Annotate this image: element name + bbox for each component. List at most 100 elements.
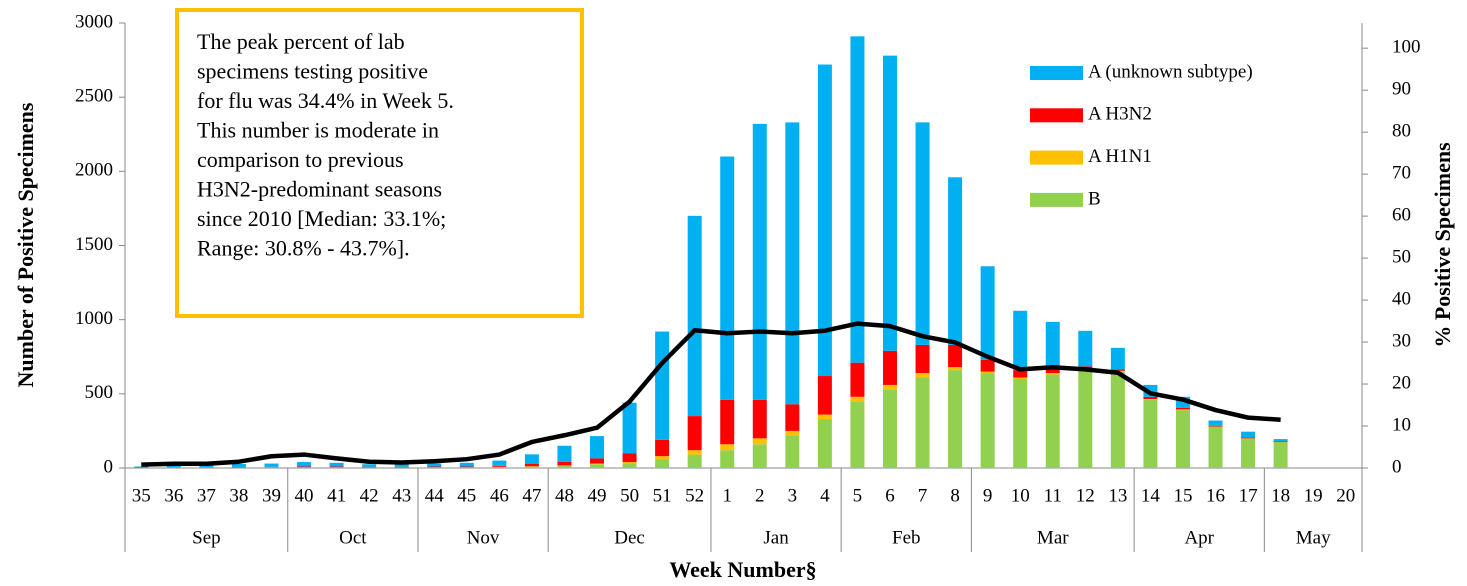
x-tick-label: 7	[918, 485, 928, 506]
y2-tick-label: 80	[1392, 121, 1411, 142]
bar-segment	[1013, 379, 1028, 468]
bar-segment	[1143, 399, 1158, 400]
bar-segment	[1045, 368, 1060, 374]
bar-segment	[850, 36, 865, 363]
x-tick-label: 9	[983, 485, 993, 506]
bar-segment	[980, 359, 995, 372]
bar-segment	[752, 438, 767, 445]
y-axis-title: Number of Positive Specimens	[13, 102, 38, 387]
x-tick-label: 5	[853, 485, 863, 506]
month-label: Nov	[467, 527, 500, 548]
bar-segment	[1241, 438, 1256, 468]
bar-segment	[1078, 370, 1093, 468]
legend-swatch	[1030, 192, 1083, 207]
month-label: Feb	[892, 527, 921, 548]
bar-segment	[1175, 396, 1190, 408]
bar-segment	[297, 466, 312, 468]
bar-segment	[557, 461, 572, 466]
bar-segment	[394, 466, 409, 468]
x-tick-label: 36	[164, 485, 183, 506]
bar-segment	[915, 373, 930, 378]
bar-segment	[980, 266, 995, 360]
bar-segment	[492, 460, 507, 466]
y2-tick-label: 90	[1392, 79, 1411, 100]
bar-segment	[1013, 377, 1028, 379]
annotation-line: This number is moderate in	[197, 118, 439, 143]
legend-label: A H1N1	[1088, 146, 1152, 167]
bar-segment	[785, 435, 800, 468]
x-tick-label: 49	[588, 485, 607, 506]
month-label: May	[1296, 527, 1331, 548]
bar-segment	[264, 467, 279, 468]
bar-segment	[231, 463, 246, 467]
legend-label: B	[1088, 188, 1101, 209]
bar-segment	[297, 462, 312, 467]
bar-segment	[882, 55, 897, 351]
bar-segment	[915, 377, 930, 468]
bar-segment	[1273, 442, 1288, 468]
bar-segment	[720, 156, 735, 400]
bar-segment	[1143, 399, 1158, 468]
y2-tick-label: 40	[1392, 288, 1411, 309]
x-tick-label: 46	[490, 485, 509, 506]
bar-segment	[752, 444, 767, 468]
x-tick-label: 4	[820, 485, 830, 506]
y2-tick-label: 100	[1392, 37, 1421, 58]
bar-segment	[264, 463, 279, 467]
bar-segment	[524, 466, 539, 468]
y-tick-label: 2000	[75, 160, 113, 181]
x-tick-label: 51	[653, 485, 672, 506]
x-tick-label: 38	[229, 485, 248, 506]
y-tick-label: 500	[85, 382, 114, 403]
bar-segment	[720, 399, 735, 445]
bar-segment	[1045, 373, 1060, 375]
bar-segment	[362, 466, 377, 468]
bar-segment	[882, 384, 897, 390]
legend-label: A (unknown subtype)	[1088, 61, 1253, 82]
bar-segment	[1175, 410, 1190, 468]
bar-segment	[655, 456, 670, 460]
x-tick-label: 3	[788, 485, 798, 506]
bar-segment	[980, 371, 995, 374]
bar-segment	[948, 367, 963, 371]
bar-segment	[1273, 439, 1288, 442]
bar-segment	[329, 467, 344, 468]
annotation-box	[175, 8, 584, 318]
bar-segment	[622, 402, 637, 454]
y-tick-label: 1500	[75, 234, 113, 255]
bar-segment	[785, 430, 800, 436]
x-tick-label: 16	[1206, 485, 1225, 506]
bar-segment	[785, 122, 800, 405]
x-tick-label: 8	[950, 485, 960, 506]
bar-segment	[427, 467, 442, 468]
month-label: Oct	[339, 527, 367, 548]
x-tick-label: 40	[295, 485, 314, 506]
x-tick-label: 12	[1076, 485, 1095, 506]
bar-segment	[1175, 407, 1190, 410]
x-tick-label: 42	[360, 485, 379, 506]
x-tick-label: 50	[620, 485, 639, 506]
y-tick-label: 2500	[75, 86, 113, 107]
bar-segment	[1208, 426, 1223, 468]
annotation-line: The peak percent of lab	[197, 29, 405, 54]
bar-segment	[655, 439, 670, 457]
bar-segment	[687, 450, 702, 455]
bar-segment	[655, 331, 670, 440]
bar-segment	[1110, 347, 1125, 370]
bar-segment	[687, 416, 702, 451]
y2-tick-label: 70	[1392, 162, 1411, 183]
bar-segment	[687, 215, 702, 417]
bar-segment	[655, 459, 670, 468]
annotation-line: comparison to previous	[197, 147, 404, 172]
bar-segment	[459, 462, 474, 467]
bar-segment	[590, 436, 605, 459]
bar-segment	[590, 458, 605, 464]
bar-segment	[752, 399, 767, 439]
bar-segment	[590, 463, 605, 465]
bar-segment	[720, 444, 735, 451]
bar-segment	[394, 467, 409, 468]
x-tick-label: 41	[327, 485, 346, 506]
bar-segment	[882, 389, 897, 468]
bar-segment	[622, 453, 637, 463]
